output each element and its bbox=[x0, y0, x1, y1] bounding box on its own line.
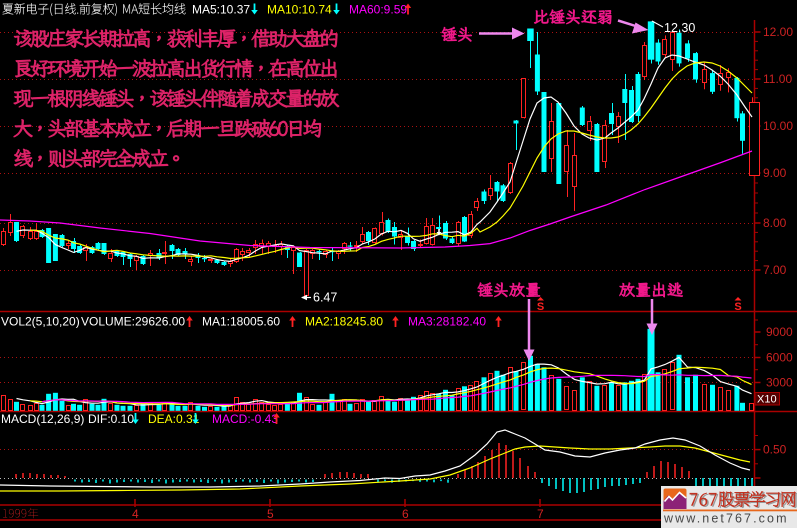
svg-text:VOLUME:29626.00: VOLUME:29626.00 bbox=[81, 315, 185, 329]
svg-text:S: S bbox=[537, 301, 544, 313]
svg-text:8.00: 8.00 bbox=[763, 216, 787, 230]
svg-text:MA2:18245.80: MA2:18245.80 bbox=[305, 315, 383, 329]
svg-text:11.00: 11.00 bbox=[763, 72, 792, 86]
svg-text:7: 7 bbox=[537, 507, 544, 521]
svg-text:MA1:18005.60: MA1:18005.60 bbox=[202, 315, 280, 329]
svg-text:MA60:9.59: MA60:9.59 bbox=[349, 3, 407, 17]
svg-text:12.30: 12.30 bbox=[664, 21, 695, 35]
svg-text:10.00: 10.00 bbox=[763, 119, 793, 133]
svg-text:6.47: 6.47 bbox=[313, 291, 337, 305]
svg-text:12.00: 12.00 bbox=[763, 25, 793, 39]
svg-text:VOL2(5,10,20): VOL2(5,10,20) bbox=[1, 315, 80, 329]
svg-text:S: S bbox=[734, 301, 741, 313]
svg-text:5: 5 bbox=[267, 507, 274, 521]
svg-text:DEA:0.31: DEA:0.31 bbox=[148, 412, 200, 426]
svg-text:MA3:28182.40: MA3:28182.40 bbox=[408, 315, 486, 329]
svg-text:4: 4 bbox=[132, 507, 139, 521]
svg-text:MACD:-0.43: MACD:-0.43 bbox=[212, 412, 278, 426]
svg-text:9000: 9000 bbox=[766, 325, 793, 339]
svg-text:7.00: 7.00 bbox=[763, 263, 787, 277]
svg-text:MA5:10.37: MA5:10.37 bbox=[192, 3, 250, 17]
svg-text:MA10:10.74: MA10:10.74 bbox=[267, 3, 332, 17]
svg-text:6: 6 bbox=[402, 507, 409, 521]
svg-text:0.50: 0.50 bbox=[763, 443, 787, 457]
svg-text:3000: 3000 bbox=[766, 376, 793, 390]
svg-text:6000: 6000 bbox=[766, 351, 793, 365]
svg-text:X10: X10 bbox=[757, 394, 777, 406]
svg-text:www.net767.com: www.net767.com bbox=[663, 512, 789, 526]
svg-text:DIF:0.10: DIF:0.10 bbox=[88, 412, 134, 426]
svg-text:MACD(12,26,9): MACD(12,26,9) bbox=[1, 412, 84, 426]
svg-text:9.00: 9.00 bbox=[763, 166, 787, 180]
